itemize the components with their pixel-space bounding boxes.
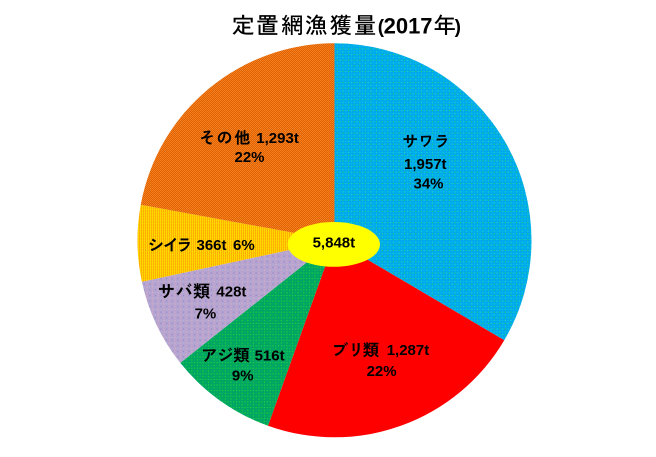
svg-text:34%: 34% (414, 175, 444, 192)
svg-text:1,287t: 1,287t (387, 342, 430, 359)
svg-text:428t: 428t (216, 283, 246, 300)
svg-text:6%: 6% (233, 237, 255, 254)
svg-text:1,293t: 1,293t (256, 130, 299, 147)
svg-text:7%: 7% (195, 306, 217, 323)
svg-text:366t: 366t (197, 237, 227, 254)
svg-text:): ) (455, 17, 461, 38)
svg-text:5,848t: 5,848t (313, 235, 356, 252)
svg-text:22%: 22% (235, 149, 265, 166)
svg-text:516t: 516t (255, 347, 285, 364)
svg-text:22%: 22% (367, 363, 397, 380)
svg-text:(: ( (378, 17, 385, 38)
svg-text:1,957t: 1,957t (404, 156, 447, 173)
svg-text:9%: 9% (232, 368, 254, 385)
svg-text:2017: 2017 (384, 14, 433, 39)
